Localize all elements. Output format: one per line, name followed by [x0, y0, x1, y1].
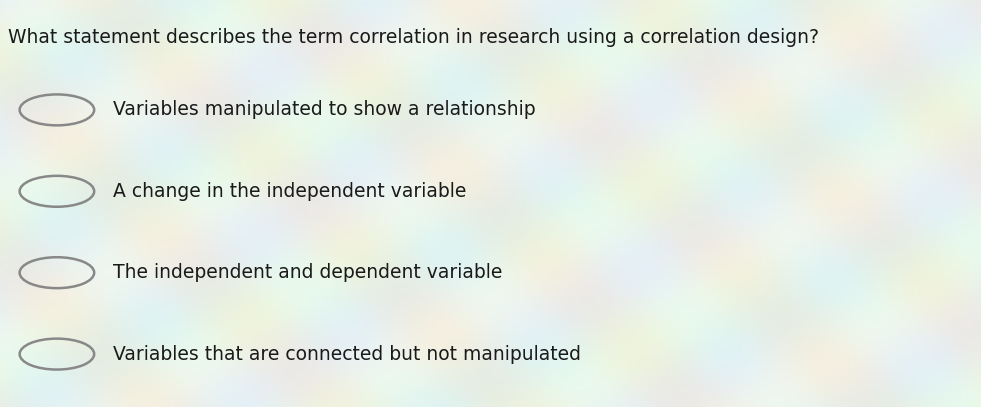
Text: Variables manipulated to show a relationship: Variables manipulated to show a relation…: [113, 101, 536, 119]
Text: What statement describes the term correlation in research using a correlation de: What statement describes the term correl…: [8, 28, 819, 48]
Text: A change in the independent variable: A change in the independent variable: [113, 182, 466, 201]
Text: The independent and dependent variable: The independent and dependent variable: [113, 263, 502, 282]
Text: Variables that are connected but not manipulated: Variables that are connected but not man…: [113, 345, 581, 363]
